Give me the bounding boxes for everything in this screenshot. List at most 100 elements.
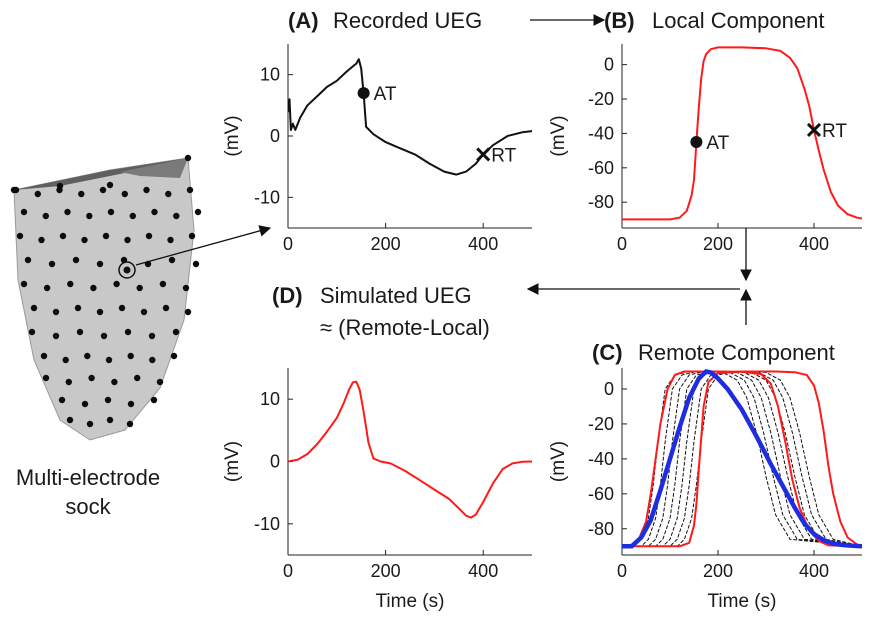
electrode-dot (30, 304, 38, 312)
y-axis-label: (mV) (548, 441, 569, 482)
chart-remote-component: 0 200 400 0 -20 -40 -60 -80 (mV) Time (s) (548, 368, 862, 612)
x-tick-label: 200 (371, 234, 401, 254)
electrode-dot (24, 256, 32, 264)
electrode-dot (76, 328, 84, 336)
electrode-dot (113, 280, 120, 288)
electrode-dot (194, 208, 202, 216)
y-tick-label: 0 (270, 126, 280, 146)
x-tick-label: 400 (799, 234, 829, 254)
electrode-dot (105, 356, 113, 364)
electrode-dot (126, 420, 134, 428)
electrode-dot (148, 332, 156, 340)
y-axis-label: (mV) (548, 115, 569, 156)
electrode-dot (143, 186, 150, 194)
y-tick-label: -40 (588, 449, 614, 469)
electrode-dot (121, 190, 128, 198)
electrode-dot (149, 356, 156, 364)
panel-d-letter: (D) (272, 283, 303, 308)
electrode-dot (145, 232, 153, 240)
electrode-dot (74, 304, 82, 312)
x-tick-label: 200 (371, 561, 401, 581)
y-tick-label: 0 (270, 452, 280, 472)
panel-d-title: (D) Simulated UEG ≈ (Remote-Local) (272, 283, 490, 340)
y-tick-label: 0 (604, 55, 614, 75)
electrode-dot (167, 236, 174, 244)
electrode-dot (86, 212, 93, 220)
y-tick-label: -20 (588, 414, 614, 434)
panel-a-title-text: Recorded UEG (333, 8, 482, 33)
y-tick-label: -60 (588, 484, 614, 504)
marker-rt (476, 147, 491, 162)
panel-c-letter: (C) (592, 340, 623, 365)
electrode-dot (100, 332, 108, 340)
sock-label-line2: sock (65, 494, 111, 519)
x-tick-label: 200 (703, 234, 733, 254)
x-tick-label: 0 (617, 561, 627, 581)
series-line (622, 46, 862, 221)
electrode-dot (168, 256, 176, 264)
marker-at (690, 136, 703, 149)
electrode-dot (99, 186, 107, 194)
electrode-dot (184, 308, 192, 316)
electrode-dot (136, 284, 143, 292)
electrode-dot (88, 374, 95, 382)
x-tick-label: 200 (703, 561, 733, 581)
electrode-dot (134, 374, 141, 382)
series-line-envelope (622, 370, 862, 548)
x-axis-label: Time (s) (376, 591, 445, 612)
series-group (288, 380, 532, 519)
panel-b-letter: (B) (604, 8, 635, 33)
electrode-dot (20, 208, 28, 216)
electrode-dot (34, 190, 41, 198)
x-tick-label: 400 (468, 561, 498, 581)
electrode-dot (159, 280, 167, 288)
electrode-dot (96, 260, 104, 268)
electrode-dot (106, 181, 114, 189)
electrode-dot (81, 400, 89, 408)
electrode-dot (78, 190, 85, 198)
y-tick-label: 0 (604, 379, 614, 399)
x-tick-label: 0 (283, 561, 293, 581)
panel-b-title: (B) Local Component (604, 8, 824, 33)
electrode-dot (106, 416, 114, 424)
y-tick-label: -80 (588, 192, 614, 212)
electrode-dot (186, 186, 194, 194)
chart-recorded-ueg: 0 200 400 10 0 -10 (mV) AT RT (222, 44, 532, 254)
electrode-dot (173, 212, 180, 220)
series-line-dashed (622, 371, 862, 547)
electrode-dot (124, 236, 131, 244)
panel-c-title: (C) Remote Component (592, 340, 835, 365)
electrode-dot (90, 284, 97, 292)
panel-b-title-text: Local Component (652, 8, 824, 33)
panel-d-title-text: Simulated UEG (320, 283, 472, 308)
marker-rt (806, 122, 822, 138)
electrode-dot (104, 396, 112, 404)
electrode-array (10, 154, 202, 428)
electrode-dot (52, 332, 60, 340)
electrode-dot (56, 182, 64, 190)
electrode-dot (65, 378, 73, 386)
electrode-dot (127, 400, 135, 408)
marker-label-rt: RT (822, 121, 847, 142)
panel-a-title: (A) Recorded UEG (288, 8, 482, 33)
chart-simulated-ueg: 0 200 400 10 0 -10 (mV) Time (s) (222, 368, 532, 612)
electrode-dot (188, 232, 196, 240)
electrode-dot (150, 396, 158, 404)
series-line-dashed (622, 371, 862, 547)
panel-c-title-text: Remote Component (638, 340, 835, 365)
electrode-dot (129, 212, 136, 220)
y-axis-label: (mV) (222, 115, 243, 156)
electrode-dot (59, 232, 67, 240)
y-tick-label: -20 (588, 89, 614, 109)
electrode-dot (43, 284, 51, 292)
y-tick-label: 10 (260, 389, 280, 409)
series-line-mean (622, 369, 862, 549)
marker-label-at: AT (374, 84, 397, 105)
electrode-dot (67, 280, 74, 288)
x-tick-label: 0 (283, 234, 293, 254)
y-tick-label: -10 (254, 514, 280, 534)
y-tick-label: -40 (588, 123, 614, 143)
series-line-dashed (622, 371, 862, 547)
